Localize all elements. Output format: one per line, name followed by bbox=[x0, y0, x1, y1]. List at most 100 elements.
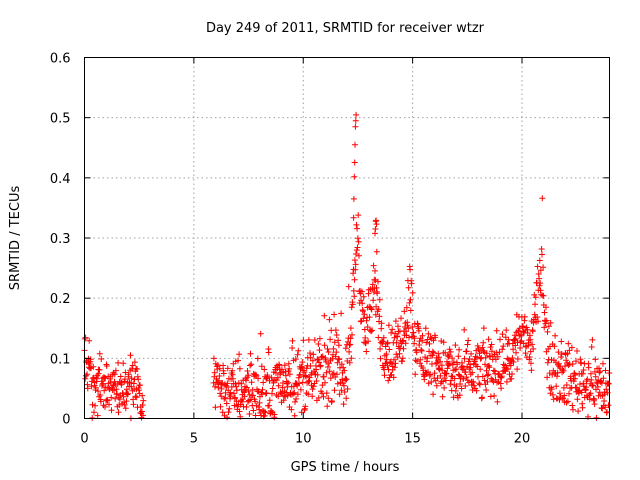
data-point bbox=[102, 403, 108, 410]
data-point bbox=[347, 325, 354, 332]
data-point bbox=[124, 391, 131, 398]
data-point bbox=[587, 390, 594, 397]
data-point bbox=[467, 364, 474, 371]
data-point bbox=[232, 394, 239, 401]
data-point bbox=[354, 244, 361, 251]
data-point bbox=[325, 395, 332, 402]
data-point bbox=[560, 395, 567, 402]
data-point bbox=[250, 392, 256, 399]
data-point bbox=[430, 349, 437, 356]
data-point bbox=[358, 288, 365, 295]
data-point bbox=[127, 352, 134, 359]
data-point bbox=[500, 343, 507, 350]
data-point bbox=[348, 304, 355, 311]
data-point bbox=[212, 383, 218, 390]
data-point bbox=[224, 365, 231, 372]
data-point bbox=[583, 384, 590, 391]
data-point bbox=[368, 306, 375, 313]
data-point bbox=[407, 296, 414, 303]
data-point bbox=[360, 315, 367, 322]
grid-lines bbox=[84, 57, 610, 419]
data-point bbox=[373, 248, 380, 255]
data-point bbox=[101, 387, 108, 394]
y-tick-label: 0.1 bbox=[50, 352, 71, 367]
data-point bbox=[381, 372, 388, 379]
data-point bbox=[313, 366, 320, 373]
data-point bbox=[342, 345, 349, 352]
data-point bbox=[370, 297, 377, 304]
data-point bbox=[528, 360, 534, 367]
data-point bbox=[320, 393, 327, 400]
data-point bbox=[483, 387, 490, 393]
y-axis-label: SRMTID / TECUs bbox=[8, 186, 23, 291]
x-tick-label: 10 bbox=[295, 432, 312, 447]
data-point bbox=[564, 398, 571, 405]
data-point bbox=[440, 339, 447, 346]
data-point bbox=[456, 392, 463, 399]
data-point bbox=[303, 365, 310, 372]
data-point bbox=[135, 376, 142, 383]
data-point bbox=[397, 345, 404, 352]
data-point bbox=[520, 323, 526, 330]
data-point bbox=[537, 287, 544, 294]
data-point bbox=[455, 353, 462, 360]
data-point bbox=[532, 301, 538, 308]
data-point bbox=[487, 344, 494, 351]
data-point bbox=[265, 349, 272, 356]
data-point bbox=[600, 375, 607, 382]
data-point bbox=[541, 324, 548, 331]
data-point bbox=[100, 380, 107, 387]
data-point bbox=[345, 283, 352, 290]
x-tick-label: 0 bbox=[80, 432, 88, 447]
data-point bbox=[120, 393, 127, 400]
data-point bbox=[394, 354, 401, 361]
data-point bbox=[477, 366, 484, 373]
data-point bbox=[509, 355, 516, 361]
data-point bbox=[545, 323, 552, 330]
data-point bbox=[335, 337, 342, 344]
data-point bbox=[128, 375, 135, 382]
data-point bbox=[573, 358, 579, 365]
data-point bbox=[374, 290, 381, 297]
data-point bbox=[335, 342, 342, 349]
data-point bbox=[480, 339, 487, 346]
data-point bbox=[296, 380, 302, 387]
data-point bbox=[132, 393, 139, 400]
data-point bbox=[221, 395, 228, 402]
data-point bbox=[400, 345, 407, 352]
data-point bbox=[473, 387, 480, 394]
data-point bbox=[505, 366, 511, 373]
y-tick-label: 0.6 bbox=[50, 52, 71, 67]
data-point bbox=[591, 368, 598, 375]
data-point bbox=[592, 356, 599, 363]
data-point bbox=[121, 401, 128, 408]
data-point bbox=[464, 341, 471, 348]
data-point bbox=[415, 327, 422, 334]
data-point bbox=[351, 257, 358, 264]
data-point bbox=[522, 350, 529, 357]
data-point bbox=[434, 359, 441, 366]
data-point bbox=[261, 412, 268, 419]
data-point bbox=[558, 338, 565, 345]
data-point bbox=[517, 339, 524, 346]
data-point bbox=[394, 333, 401, 340]
data-point bbox=[452, 342, 459, 349]
data-point bbox=[463, 348, 470, 355]
data-point bbox=[534, 263, 541, 270]
data-point bbox=[483, 350, 490, 357]
data-point bbox=[544, 359, 551, 366]
data-point bbox=[487, 352, 494, 359]
data-point bbox=[362, 334, 369, 341]
data-point bbox=[353, 221, 360, 228]
data-point bbox=[509, 371, 515, 377]
data-point bbox=[315, 341, 322, 347]
data-point bbox=[558, 351, 565, 357]
data-point bbox=[352, 261, 359, 268]
data-point bbox=[575, 390, 582, 397]
data-point bbox=[432, 334, 439, 341]
data-point bbox=[514, 366, 521, 373]
data-point bbox=[460, 365, 467, 371]
data-point bbox=[554, 373, 560, 380]
data-point bbox=[405, 284, 412, 291]
data-point bbox=[461, 355, 468, 362]
